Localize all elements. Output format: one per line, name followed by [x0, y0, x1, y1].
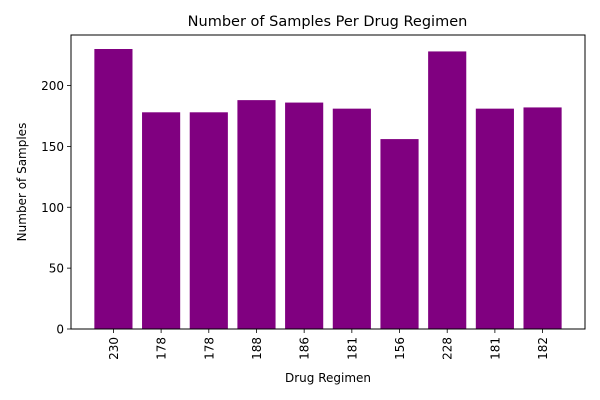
bar-9	[523, 107, 562, 330]
x-tick-label-8: 181	[488, 337, 502, 360]
y-axis: 0 50 100 150 200	[41, 79, 71, 337]
y-tick-label-2: 100	[41, 201, 64, 215]
bar-6	[380, 139, 419, 329]
y-tick-label-1: 50	[49, 262, 64, 276]
x-tick-label-3: 188	[250, 337, 264, 360]
bar-4	[285, 102, 324, 329]
bar-2	[189, 112, 228, 329]
bar-8	[475, 108, 514, 330]
bar-5	[332, 108, 371, 330]
x-tick-label-6: 156	[393, 337, 407, 360]
x-tick-label-5: 181	[345, 337, 359, 360]
y-tick-label-4: 200	[41, 79, 64, 93]
y-axis-label: Number of Samples	[15, 123, 29, 242]
plot-frame	[70, 34, 586, 330]
x-tick-label-2: 178	[202, 337, 216, 360]
y-tick-label-3: 150	[41, 140, 64, 154]
bar-1	[142, 112, 181, 329]
x-tick-label-0: 230	[107, 337, 121, 360]
bar-0	[94, 49, 133, 329]
x-axis-label: Drug Regimen	[285, 371, 371, 385]
x-tick-label-4: 186	[298, 337, 312, 360]
x-tick-label-1: 178	[155, 337, 169, 360]
chart-title: Number of Samples Per Drug Regimen	[188, 14, 468, 30]
y-tick-label-0: 0	[56, 323, 64, 337]
x-tick-label-7: 228	[441, 337, 455, 360]
bars-group	[94, 49, 562, 330]
bar-3	[237, 100, 276, 329]
x-axis: 230 178 178 188 186 181 156 228 181 182	[107, 329, 550, 360]
x-tick-label-9: 182	[536, 337, 550, 360]
bar-7	[428, 51, 467, 330]
